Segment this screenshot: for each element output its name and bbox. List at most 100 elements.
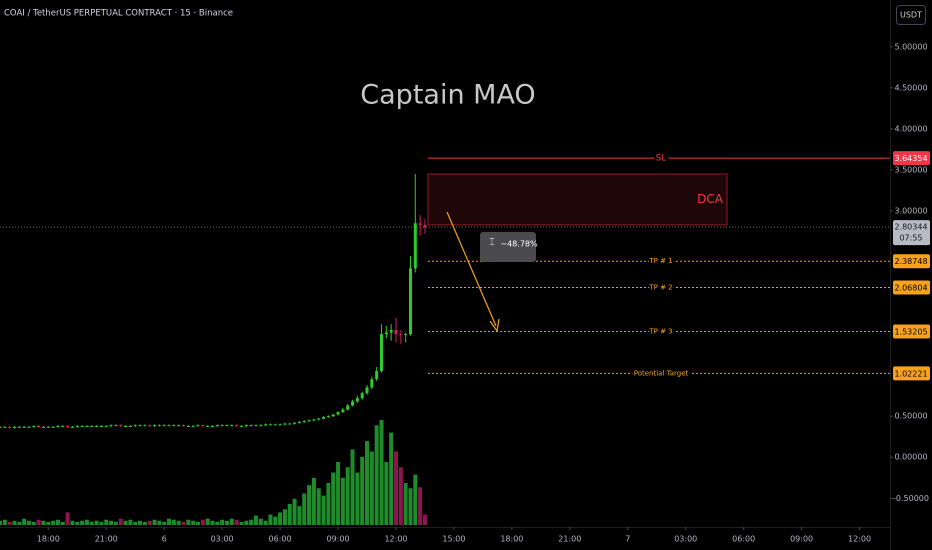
x-tick-label: 7: [625, 535, 630, 544]
x-tick-label: 21:00: [558, 535, 581, 544]
volume-bar: [321, 495, 326, 525]
candle-body: [408, 268, 412, 335]
candle-body: [322, 417, 326, 419]
volume-bar: [393, 451, 398, 525]
chart-title: COAI / TetherUS PERPETUAL CONTRACT · 15 …: [4, 9, 233, 19]
level-label: TP # 1: [648, 257, 672, 265]
candle-body: [191, 426, 195, 428]
candle-body: [423, 224, 427, 228]
candle-body: [206, 426, 210, 428]
price-badge-bg: [893, 151, 930, 166]
candle-body: [51, 426, 55, 428]
volume-bar: [46, 521, 51, 525]
volume-bar: [355, 472, 360, 525]
candle-body: [355, 398, 359, 402]
volume-bar: [26, 520, 31, 525]
volume-bar: [244, 520, 249, 525]
candle-body: [182, 425, 186, 427]
y-tick-label: 0.00000: [894, 453, 927, 462]
volume-bar: [374, 425, 379, 525]
volume-bar: [2, 519, 7, 525]
volume-bar: [413, 474, 418, 525]
candle-body: [312, 419, 316, 421]
volume-bar: [268, 514, 273, 525]
candle-body: [0, 426, 2, 428]
volume-bar: [331, 472, 336, 525]
x-tick-label: 09:00: [327, 535, 350, 544]
x-tick-label: 06:00: [732, 535, 755, 544]
volume-bar: [142, 521, 147, 525]
price-badge-bg: [893, 366, 930, 381]
current-price-badge: [893, 220, 930, 246]
volume-bar: [311, 477, 316, 525]
price-badge-bg: [893, 280, 930, 295]
candle-body: [215, 425, 219, 427]
volume-bar: [253, 515, 258, 525]
volume-bar: [152, 519, 157, 525]
volume-bar: [282, 509, 287, 525]
volume-bar: [65, 512, 70, 525]
y-tick-label: 5.00000: [894, 42, 927, 51]
x-tick-label: 15:00: [442, 535, 465, 544]
candle-body: [104, 426, 108, 428]
candle-body: [75, 426, 79, 428]
volume-bar: [31, 521, 36, 525]
candle-body: [148, 425, 152, 427]
currency-button[interactable]: [896, 5, 926, 25]
volume-bar: [104, 519, 109, 525]
price-badge-label: 2.06804: [894, 283, 927, 292]
volume-bar: [55, 519, 60, 525]
volume-bar: [215, 521, 220, 525]
candle-body: [90, 426, 94, 428]
candle-body: [167, 425, 171, 427]
candle-body: [254, 425, 258, 427]
candle-body: [128, 426, 132, 428]
candle-body: [177, 425, 181, 427]
volume-bar: [176, 520, 181, 525]
volume-bar: [113, 521, 118, 525]
candle-body: [124, 426, 128, 428]
candle-body: [239, 426, 243, 428]
candle-body: [56, 426, 60, 428]
candle-body: [143, 425, 147, 427]
volume-bar: [0, 520, 2, 525]
level-label: TP # 3: [648, 327, 672, 335]
candle-body: [268, 424, 272, 426]
x-tick-label: 12:00: [384, 535, 407, 544]
candle-body: [365, 387, 369, 394]
volume-bar: [360, 456, 365, 525]
plot: 5.00000 4.50000 4.00000 3.50000 3.00000 0.500…: [0, 42, 930, 544]
candle-body: [384, 332, 388, 335]
price-badge: 1.02221: [893, 366, 930, 381]
candle-body: [80, 426, 84, 428]
candle-body: [37, 426, 41, 428]
candle-body: [418, 223, 422, 225]
volume-bar: [249, 519, 254, 525]
y-tick-label: 4.00000: [894, 124, 927, 133]
candle-body: [235, 425, 239, 427]
volume-bar: [210, 520, 215, 525]
candle-body: [138, 425, 142, 427]
candle-body: [307, 420, 311, 422]
x-tick-label: 18:00: [37, 535, 60, 544]
volume-bar: [195, 521, 200, 525]
currency-label[interactable]: USDT: [900, 11, 922, 20]
candle-body: [264, 424, 268, 426]
volume-bar: [99, 521, 104, 525]
volume-bar: [350, 449, 355, 525]
volume-bar: [109, 520, 114, 525]
candle-body: [283, 423, 287, 425]
measure-box: [480, 232, 536, 262]
dca-zone: [427, 173, 728, 226]
candle-body: [70, 426, 74, 428]
candle-body: [41, 426, 45, 428]
volume-bar: [326, 483, 331, 525]
volume-bar: [302, 493, 307, 525]
volume-bar: [162, 521, 167, 525]
x-tick-label: 03:00: [674, 535, 697, 544]
price-badge-label: 2.38748: [894, 257, 927, 266]
level-label: Potential Target: [634, 369, 689, 377]
candle-body: [273, 424, 277, 426]
volume-bar: [307, 485, 312, 525]
